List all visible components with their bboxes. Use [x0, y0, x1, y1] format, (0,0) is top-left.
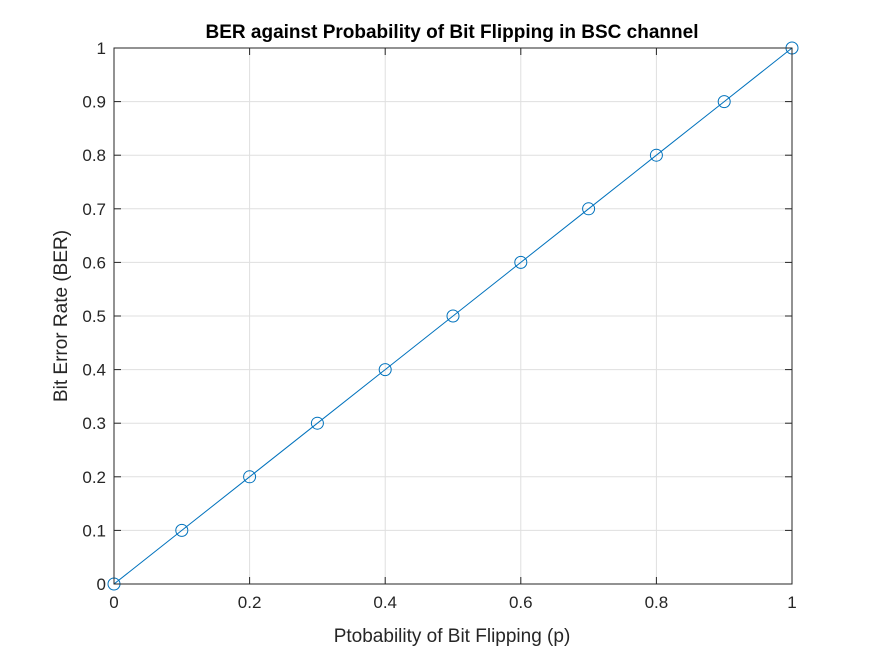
data-point-marker [378, 363, 392, 377]
x-axis-label: Ptobability of Bit Flipping (p) [334, 626, 571, 647]
data-point-marker [243, 470, 257, 484]
y-tick-label: 0.1 [82, 521, 106, 540]
plot-area: 0 0.2 0.4 0.6 0.8 1 0 0.1 0.2 0.3 0.4 0.5 0.6 0.7 0.8 0… [82, 39, 799, 612]
y-tick-label: 0.5 [82, 307, 106, 326]
x-tick-label: 1 [787, 593, 796, 612]
data-point-marker [649, 148, 663, 162]
y-axis-label: Bit Error Rate (BER) [51, 230, 72, 402]
y-tick-label: 0.6 [82, 253, 106, 272]
y-tick-label: 0.2 [82, 468, 106, 487]
y-tick-label: 1 [97, 39, 106, 58]
x-tick-label: 0.6 [509, 593, 533, 612]
data-point-marker [717, 95, 731, 109]
y-tick-label: 0.9 [82, 93, 106, 112]
data-point-marker [514, 255, 528, 269]
chart-title: BER against Probability of Bit Flipping … [206, 22, 699, 43]
data-point-marker [582, 202, 596, 216]
y-tick-label: 0.3 [82, 414, 106, 433]
x-tick-label: 0.2 [238, 593, 262, 612]
data-point-marker [446, 309, 460, 323]
y-tick-label: 0.4 [82, 361, 106, 380]
series-line [113, 47, 793, 585]
y-tick-label: 0 [97, 575, 106, 594]
data-point-marker [310, 416, 324, 430]
x-tick-label: 0.8 [645, 593, 669, 612]
ticks: 0 0.2 0.4 0.6 0.8 1 0 0.1 0.2 0.3 0.4 0.5 0.6 0.7 0.8 0… [82, 39, 796, 612]
x-tick-label: 0 [109, 593, 118, 612]
x-tick-label: 0.4 [373, 593, 397, 612]
y-tick-label: 0.8 [82, 146, 106, 165]
data-point-marker [175, 523, 189, 537]
y-tick-label: 0.7 [82, 200, 106, 219]
